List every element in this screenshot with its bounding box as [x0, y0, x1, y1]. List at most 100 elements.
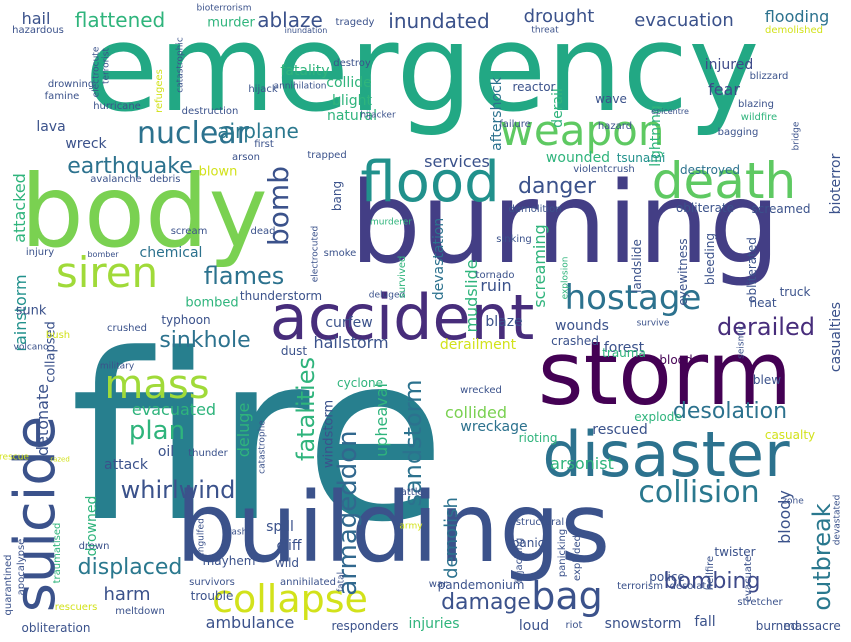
cloud-word: military	[99, 361, 135, 372]
cloud-word: destroyed	[679, 163, 741, 177]
cloud-word: truck	[779, 285, 811, 299]
cloud-word: refugees	[154, 69, 165, 113]
cloud-word: eyewitness	[676, 238, 690, 306]
cloud-word: death	[651, 152, 797, 210]
cloud-word: scream	[170, 226, 208, 237]
cloud-word: wrecked	[460, 385, 502, 396]
cloud-word: damage	[441, 590, 531, 615]
cloud-word: wild	[274, 556, 300, 570]
cloud-word: trapped	[307, 150, 347, 161]
cloud-word: exploded	[572, 535, 583, 581]
cloud-word: cliff	[276, 538, 302, 554]
cloud-word: drown	[78, 541, 110, 552]
cloud-word: screamed	[751, 202, 811, 216]
cloud-word: flames	[203, 262, 285, 290]
cloud-word: danger	[518, 174, 596, 199]
cloud-word: wildfire	[740, 112, 778, 123]
cloud-word: plan	[128, 416, 186, 446]
cloud-word: forest	[603, 340, 645, 356]
cloud-word: bomber	[87, 250, 119, 259]
cloud-word: hostage	[564, 278, 702, 318]
cloud-word: fatalities	[292, 357, 320, 461]
cloud-word: fall	[694, 614, 716, 630]
cloud-word: panic	[511, 536, 545, 550]
cloud-word: pandemonium	[437, 578, 525, 592]
cloud-word: derail	[550, 88, 566, 128]
cloud-word: fire	[70, 306, 446, 573]
cloud-word: airplane	[217, 119, 299, 143]
cloud-word: blood	[659, 353, 693, 367]
cloud-word: murder	[207, 15, 255, 31]
cloud-word: bridge	[791, 121, 802, 151]
cloud-word: trauma	[602, 346, 646, 360]
cloud-word: collide	[326, 75, 372, 91]
cloud-word: terrorism	[617, 581, 663, 592]
cloud-word: collapse	[212, 577, 368, 621]
cloud-word: oil	[157, 444, 175, 460]
cloud-word: twister	[714, 545, 756, 559]
cloud-word: epicentre	[651, 107, 689, 116]
cloud-word: ruin	[480, 276, 512, 295]
cloud-word: threat	[531, 25, 559, 36]
cloud-word: trouble	[190, 589, 234, 603]
cloud-word: flattened	[74, 8, 166, 32]
cloud-word: meltdown	[115, 606, 165, 617]
cloud-word: mass	[104, 362, 210, 408]
cloud-word: bombing	[663, 569, 761, 594]
cloud-word: snowstorm	[604, 616, 682, 632]
cloud-word: arson	[232, 152, 260, 163]
cloud-word: collided	[444, 403, 508, 422]
cloud-word: disaster	[542, 418, 790, 491]
cloud-word: debris	[149, 174, 181, 185]
cloud-word: engulfed	[196, 518, 207, 558]
cloud-word: first	[254, 139, 274, 150]
cloud-word: windstorm	[321, 399, 337, 469]
cloud-word: armageddon	[333, 430, 363, 596]
cloud-word: hijacking	[514, 537, 525, 583]
cloud-word: earthquake	[67, 154, 193, 179]
cloud-word: wreckage	[460, 419, 528, 435]
cloud-word: devastated	[832, 494, 843, 546]
cloud-word: bang	[330, 180, 344, 212]
cloud-word: detonate	[33, 383, 52, 457]
cloud-word: hellfire	[705, 555, 716, 591]
cloud-word: inundated	[388, 9, 490, 33]
cloud-word: blazing	[738, 99, 774, 110]
cloud-word: burning	[349, 159, 781, 289]
cloud-word: demolition	[508, 204, 562, 215]
cloud-word: burned	[755, 619, 799, 633]
cloud-word: curfew	[325, 315, 373, 331]
cloud-word: battle	[394, 487, 424, 498]
cloud-word: outbreak	[808, 503, 836, 611]
cloud-word: violentcrush	[573, 164, 635, 175]
cloud-word: quarantined	[3, 554, 14, 616]
cloud-word: deluge	[234, 402, 253, 458]
cloud-word: tsunami	[616, 151, 666, 165]
cloud-word: survived	[397, 255, 408, 299]
cloud-word: obliterate	[675, 201, 735, 215]
cloud-word: aftershock	[489, 77, 505, 151]
cloud-word: traumatised	[52, 522, 63, 584]
cloud-word: devastation	[431, 217, 447, 301]
cloud-word: weapon	[499, 106, 665, 155]
cloud-word: bush	[45, 330, 71, 341]
cloud-word: thunder	[188, 448, 228, 459]
cloud-word: rescued	[592, 422, 648, 438]
cloud-word: crashed	[551, 334, 599, 348]
cloud-word: crushed	[107, 323, 147, 334]
cloud-word: arsonist	[550, 454, 614, 473]
cloud-word: hazardous	[12, 25, 64, 36]
cloud-word: heat	[749, 296, 777, 310]
cloud-word: demolished	[765, 25, 823, 36]
cloud-word: hijacker	[360, 110, 396, 121]
cloud-word: bagging	[717, 127, 759, 138]
cloud-word: dead	[250, 226, 276, 237]
cloud-word: survive	[636, 318, 670, 329]
cloud-word: hailstorm	[313, 333, 389, 352]
cloud-word: tornado	[475, 270, 515, 281]
cloud-word: wounded	[545, 150, 611, 166]
cloud-word: attack	[104, 457, 148, 473]
cloud-word: failure	[499, 119, 531, 130]
cloud-word: blew	[752, 373, 782, 387]
cloud-word: apocalypse	[16, 538, 27, 596]
